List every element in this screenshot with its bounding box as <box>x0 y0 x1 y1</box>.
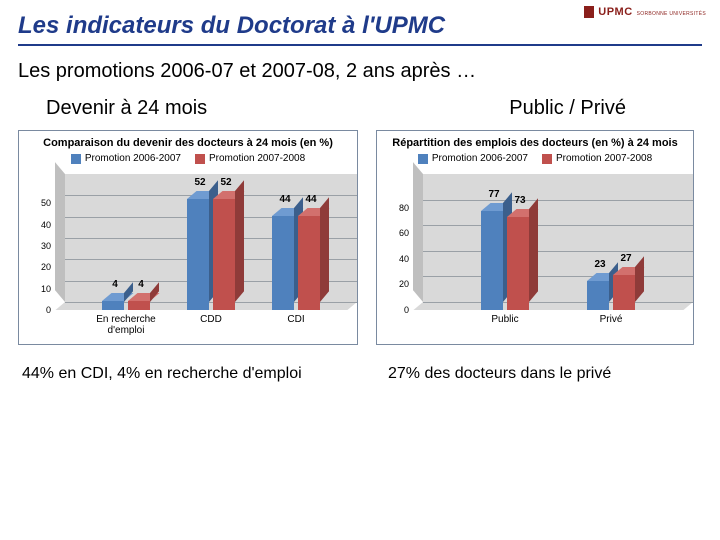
y-tick-label: 80 <box>389 203 409 213</box>
y-tick-label: 40 <box>389 254 409 264</box>
legend-swatch <box>71 154 81 164</box>
chart-right: Répartition des emplois des docteurs (en… <box>376 130 694 345</box>
chart-backwall <box>423 174 693 302</box>
chart-title: Comparaison du devenir des docteurs à 24… <box>25 137 351 149</box>
y-tick-label: 30 <box>31 241 51 251</box>
chart-floor <box>413 302 693 310</box>
x-category-label: Privé <box>573 314 649 325</box>
legend-label: Promotion 2006-2007 <box>432 153 528 164</box>
bar <box>481 211 503 310</box>
plot-area: 0102030405044En recherche d'emploi5252CD… <box>25 170 365 336</box>
brand-logo: UPMC SORBONNE UNIVERSITÉS <box>584 6 706 18</box>
bar <box>507 217 529 310</box>
chart-sidewall <box>413 162 423 302</box>
x-category-label: CDD <box>173 314 249 325</box>
bar-side <box>235 181 244 302</box>
legend-item: Promotion 2007-2008 <box>542 153 652 164</box>
column-heading-left: Devenir à 24 mois <box>46 97 207 120</box>
gridline <box>423 200 693 201</box>
legend-item: Promotion 2007-2008 <box>195 153 305 164</box>
y-tick-label: 40 <box>31 220 51 230</box>
title-underline <box>18 44 702 46</box>
y-tick-label: 0 <box>389 305 409 315</box>
bar <box>102 301 124 310</box>
bar-value-label: 4 <box>126 279 156 290</box>
legend-item: Promotion 2006-2007 <box>71 153 181 164</box>
y-tick-label: 50 <box>31 198 51 208</box>
x-category-label: CDI <box>258 314 334 325</box>
legend-label: Promotion 2007-2008 <box>556 153 652 164</box>
y-tick-label: 20 <box>31 262 51 272</box>
gridline <box>423 302 693 303</box>
x-category-label: Public <box>467 314 543 325</box>
bar <box>298 216 320 310</box>
y-tick-label: 10 <box>31 284 51 294</box>
chart-legend: Promotion 2006-2007 Promotion 2007-2008 <box>383 153 687 164</box>
bar-value-label: 27 <box>611 253 641 264</box>
caption-right: 27% des docteurs dans le privé <box>378 365 702 383</box>
x-category-label: En recherche d'emploi <box>88 314 164 336</box>
bar-side <box>320 198 329 302</box>
bar <box>213 199 235 310</box>
bar <box>613 275 635 310</box>
legend-swatch <box>195 154 205 164</box>
legend-label: Promotion 2007-2008 <box>209 153 305 164</box>
chart-sidewall <box>55 162 65 302</box>
legend-item: Promotion 2006-2007 <box>418 153 528 164</box>
logo-text: UPMC <box>598 6 632 18</box>
logo-subtext: SORBONNE UNIVERSITÉS <box>637 11 706 17</box>
bar-value-label: 52 <box>211 177 241 188</box>
bar <box>128 301 150 310</box>
y-tick-label: 20 <box>389 279 409 289</box>
legend-swatch <box>418 154 428 164</box>
legend-swatch <box>542 154 552 164</box>
column-heading-right: Public / Privé <box>509 97 626 120</box>
gridline <box>423 276 693 277</box>
page-subtitle: Les promotions 2006-07 et 2007-08, 2 ans… <box>18 60 702 83</box>
y-tick-label: 0 <box>31 305 51 315</box>
bar-side <box>529 198 538 302</box>
chart-title: Répartition des emplois des docteurs (en… <box>383 137 687 149</box>
gridline <box>423 251 693 252</box>
gridline <box>423 225 693 226</box>
bar-value-label: 44 <box>296 194 326 205</box>
y-tick-label: 60 <box>389 228 409 238</box>
bar <box>272 216 294 310</box>
plot-area: 0204060807773Public2327Privé <box>383 170 701 336</box>
bar-value-label: 73 <box>505 195 535 206</box>
caption-left: 44% en CDI, 4% en recherche d'emploi <box>18 365 378 383</box>
chart-legend: Promotion 2006-2007 Promotion 2007-2008 <box>25 153 351 164</box>
logo-mark <box>584 6 594 18</box>
bar <box>187 199 209 310</box>
bar <box>587 281 609 310</box>
chart-left: Comparaison du devenir des docteurs à 24… <box>18 130 358 345</box>
legend-label: Promotion 2006-2007 <box>85 153 181 164</box>
